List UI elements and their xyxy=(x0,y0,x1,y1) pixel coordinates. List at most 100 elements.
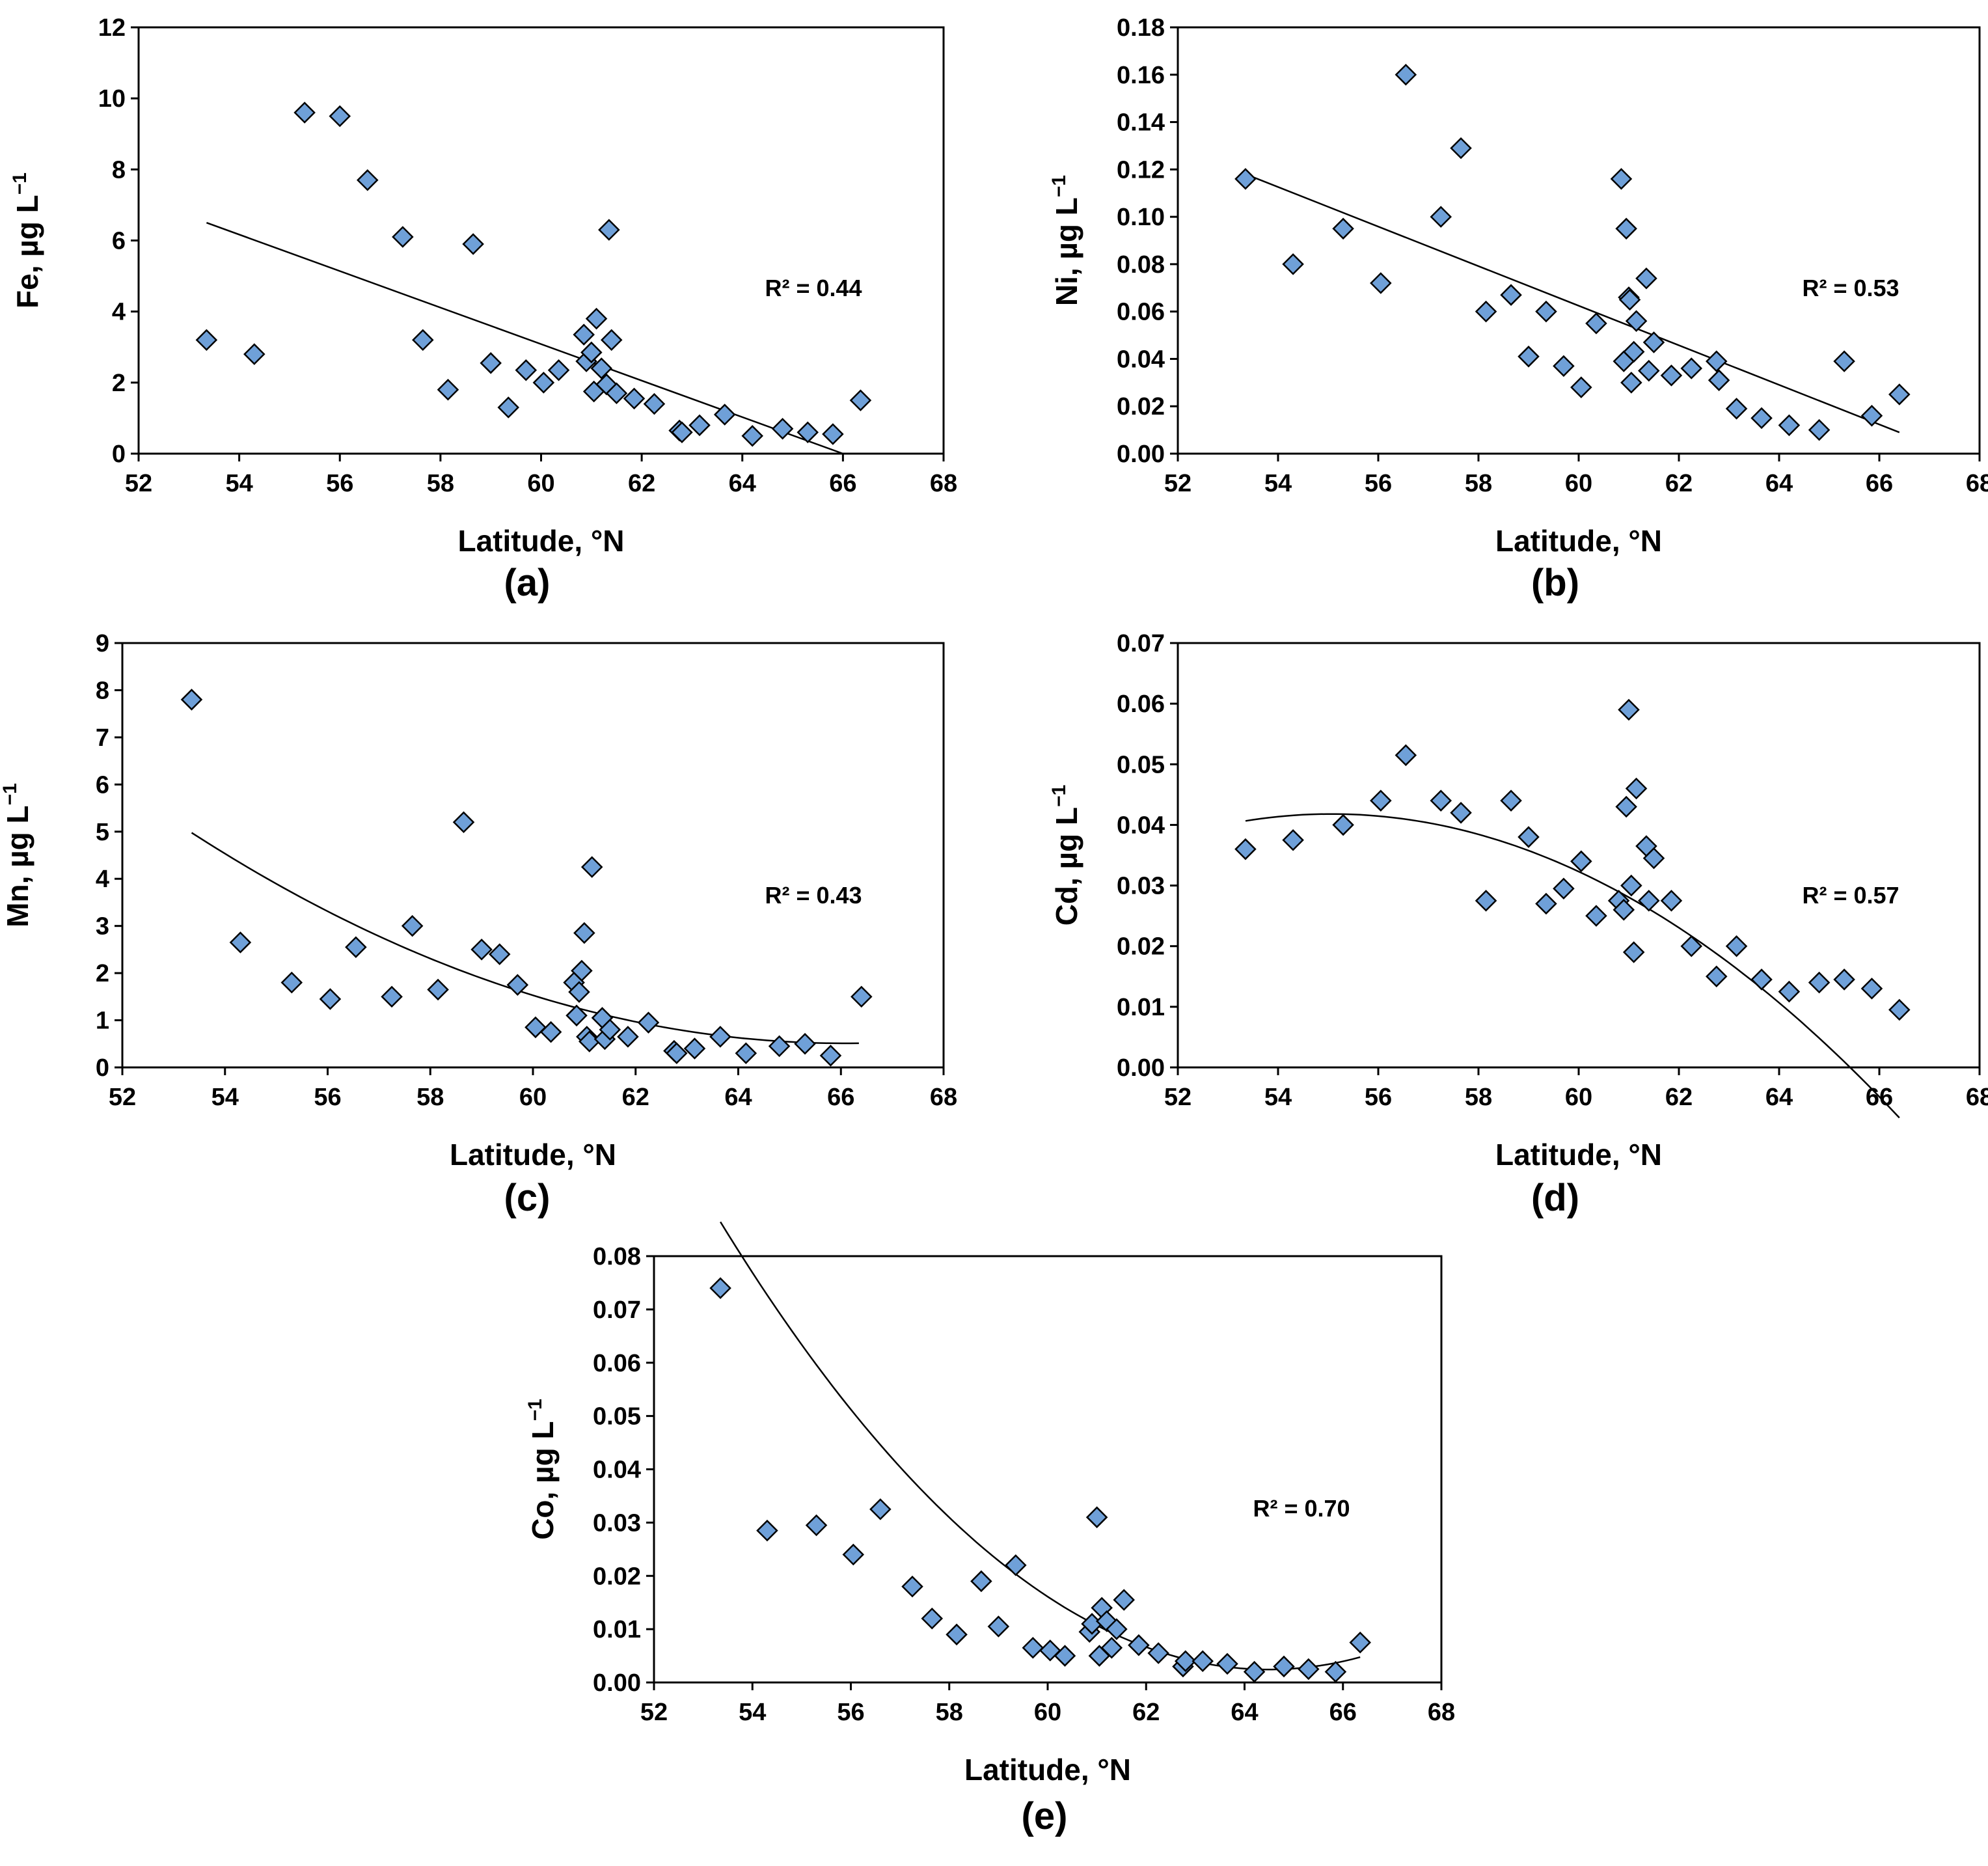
x-tick-label: 64 xyxy=(724,1084,752,1111)
data-point xyxy=(1370,272,1392,294)
data-point xyxy=(1085,1506,1108,1528)
data-point xyxy=(329,105,351,128)
x-tick-label: 54 xyxy=(1264,470,1292,497)
data-point xyxy=(1174,1650,1197,1673)
y-tick-label: 0.01 xyxy=(593,1616,641,1643)
y-axis-label-text: Mn, µg L xyxy=(1,805,34,927)
data-point xyxy=(869,1498,892,1520)
y-tick-label: 0.04 xyxy=(1117,346,1165,373)
data-point xyxy=(568,981,590,1003)
x-tick-label: 58 xyxy=(416,1084,444,1111)
data-point xyxy=(1860,405,1883,427)
data-point xyxy=(1370,789,1392,812)
data-point xyxy=(1332,217,1354,240)
x-axis-label: Latitude, °N xyxy=(964,1753,1131,1787)
data-point xyxy=(822,423,844,445)
y-tick-label: 0.07 xyxy=(1117,630,1165,657)
data-point xyxy=(1625,777,1648,800)
y-tick-label: 0.05 xyxy=(593,1403,641,1431)
x-tick-label: 60 xyxy=(1034,1699,1061,1726)
x-tick-label: 62 xyxy=(1665,470,1693,497)
y-tick-label: 4 xyxy=(96,866,109,893)
data-point xyxy=(1100,1637,1123,1659)
y-axis-label: Mn, µg L−1 xyxy=(0,783,34,927)
y-axis-label-superscript: −1 xyxy=(1048,175,1070,197)
y-axis-label-text: Co, µg L xyxy=(526,1421,560,1539)
data-point xyxy=(1642,847,1665,870)
r-squared-label: R² = 0.57 xyxy=(1802,882,1899,909)
chart-panel-e: 52 54 56 58 60 62 64 66 68 0.00 0.01 0.02 0.03 0.04 0.… xyxy=(524,1221,1455,1837)
y-tick-label: 0.08 xyxy=(1117,251,1165,279)
x-tick-label: 54 xyxy=(739,1699,766,1726)
data-point xyxy=(532,372,555,394)
y-tick-label: 0.02 xyxy=(1117,393,1165,420)
y-tick-label: 0.08 xyxy=(593,1243,641,1270)
data-point xyxy=(180,689,203,711)
data-point xyxy=(617,1026,639,1048)
x-tick-label: 66 xyxy=(1329,1699,1357,1726)
y-axis-label: Ni, µg L−1 xyxy=(1048,175,1083,306)
x-tick-label: 60 xyxy=(1565,1084,1592,1111)
data-point xyxy=(1395,64,1417,86)
x-tick-label: 60 xyxy=(527,470,554,497)
data-point xyxy=(1282,829,1304,851)
data-point xyxy=(1638,890,1660,912)
data-point xyxy=(1660,890,1683,912)
data-point xyxy=(1750,968,1773,991)
data-point xyxy=(771,418,794,440)
y-tick-label: 3 xyxy=(96,913,109,940)
y-tick-label: 0.03 xyxy=(593,1509,641,1537)
data-point xyxy=(1860,978,1883,1000)
y-tick-label: 8 xyxy=(112,156,126,184)
y-tick-label: 0.02 xyxy=(593,1563,641,1590)
x-tick-label: 62 xyxy=(628,470,655,497)
x-tick-label: 66 xyxy=(829,470,856,497)
chart-panel-b: 52 54 56 58 60 62 64 66 68 0.00 0.02 0.04 0.06 0.08 0.… xyxy=(1048,14,1988,604)
y-axis-label-superscript: −1 xyxy=(1048,785,1070,807)
data-point xyxy=(1680,935,1703,957)
data-point xyxy=(987,1615,1010,1638)
y-tick-label: 1 xyxy=(96,1008,109,1035)
x-axis-label: Latitude, °N xyxy=(1495,1138,1662,1172)
data-point xyxy=(280,971,303,994)
data-point xyxy=(480,352,502,374)
x-tick-label: 62 xyxy=(1132,1699,1160,1726)
data-point xyxy=(1234,838,1257,860)
x-tick-label: 56 xyxy=(1365,1084,1392,1111)
data-point xyxy=(1705,965,1728,988)
data-point xyxy=(293,102,316,124)
data-point xyxy=(1518,826,1540,848)
y-tick-label: 6 xyxy=(96,771,109,799)
data-point xyxy=(1620,372,1642,394)
y-tick-label: 0.14 xyxy=(1117,109,1165,137)
data-point xyxy=(605,382,628,404)
x-tick-label: 64 xyxy=(1765,470,1793,497)
y-tick-label: 0.12 xyxy=(1117,156,1165,184)
data-point xyxy=(1725,398,1748,420)
data-point xyxy=(741,424,763,447)
x-tick-label: 54 xyxy=(1264,1084,1292,1111)
y-tick-label: 0.06 xyxy=(1117,299,1165,326)
data-point xyxy=(590,357,613,379)
data-point xyxy=(195,329,218,351)
data-point xyxy=(1430,789,1452,812)
y-tick-label: 0 xyxy=(96,1054,109,1082)
data-point xyxy=(470,939,493,961)
data-point xyxy=(1620,874,1642,897)
data-point xyxy=(580,341,603,364)
y-axis-label-superscript: −1 xyxy=(0,783,21,805)
data-point xyxy=(1680,357,1703,379)
data-point xyxy=(319,988,342,1010)
data-point xyxy=(1808,418,1831,441)
x-tick-label: 62 xyxy=(1665,1084,1693,1111)
data-point xyxy=(1833,350,1855,372)
data-point xyxy=(585,307,608,330)
data-point xyxy=(946,1623,968,1646)
data-point xyxy=(1613,899,1635,921)
data-point xyxy=(1243,1660,1266,1683)
data-point xyxy=(709,1026,731,1048)
y-tick-label: 0.10 xyxy=(1117,204,1165,231)
x-axis-label: Latitude, °N xyxy=(457,524,624,558)
data-point xyxy=(599,1019,621,1041)
